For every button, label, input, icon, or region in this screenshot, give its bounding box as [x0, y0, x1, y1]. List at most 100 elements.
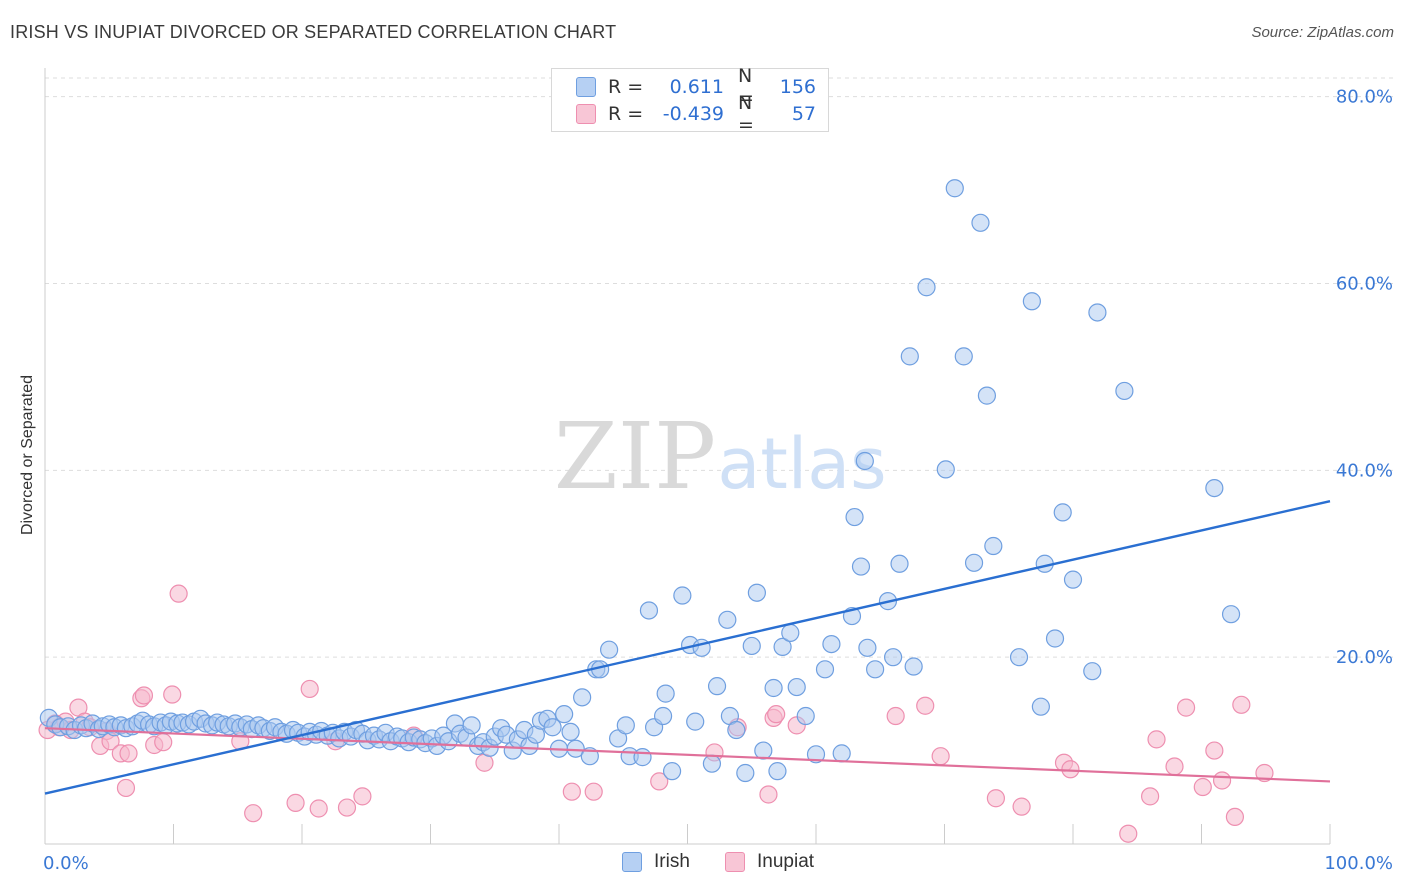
watermark-zip: ZIP — [554, 403, 716, 510]
inupiat-point — [134, 686, 154, 705]
inupiat-point — [309, 799, 328, 818]
irish-point — [742, 636, 761, 656]
irish-point — [600, 640, 619, 659]
inupiat-point — [1232, 695, 1251, 714]
y-tick-label: 20.0% — [1336, 647, 1393, 668]
inupiat-point — [1225, 807, 1245, 827]
inupiat-point — [1061, 760, 1080, 779]
stats-legend: R = 0.611 N = 156 R = -0.439 N = 57 — [551, 65, 829, 136]
irish-point — [662, 762, 682, 781]
inupiat-point — [886, 706, 905, 726]
irish-point — [855, 451, 874, 471]
inupiat-point — [1012, 797, 1031, 816]
x-tick-label: 0.0% — [43, 853, 89, 874]
inupiat-point — [1212, 771, 1232, 790]
irish-point — [718, 610, 737, 629]
legend-item-irish: Irish — [622, 851, 690, 873]
irish-point — [851, 557, 871, 576]
irish-point — [806, 745, 826, 764]
irish-point — [702, 754, 722, 773]
n-value-inupiat: 57 — [791, 103, 816, 125]
irish-point — [1009, 648, 1029, 667]
inupiat-point — [286, 793, 305, 812]
inupiat-point — [244, 804, 263, 823]
irish-point — [866, 660, 885, 679]
irish-point — [796, 706, 815, 726]
irish-point — [964, 553, 984, 572]
n-value-irish: 156 — [779, 76, 816, 98]
irish-point — [555, 705, 574, 724]
irish-trend-line — [44, 499, 1331, 795]
irish-point — [900, 347, 919, 366]
irish-point — [656, 684, 675, 703]
irish-point — [639, 601, 659, 620]
trend-lines — [44, 499, 1331, 795]
irish-point — [883, 648, 903, 667]
inupiat-point — [1255, 763, 1274, 783]
irish-points — [39, 179, 1241, 783]
irish-point — [945, 179, 964, 198]
irish-point — [1063, 570, 1083, 589]
y-tick-label: 40.0% — [1336, 460, 1393, 481]
inupiat-point — [759, 785, 778, 804]
irish-point — [1088, 303, 1107, 322]
irish-point — [736, 763, 755, 783]
irish-point — [1053, 503, 1072, 522]
irish-point — [890, 554, 909, 573]
chart-title: IRISH VS INUPIAT DIVORCED OR SEPARATED C… — [10, 22, 617, 42]
inupiat-swatch — [576, 104, 596, 124]
irish-point — [1045, 629, 1065, 648]
irish-point — [561, 722, 580, 742]
inupiat-legend-swatch — [725, 852, 745, 872]
irish-point — [764, 678, 783, 698]
irish-point — [936, 460, 955, 479]
n-label: N = — [738, 65, 754, 109]
irish-point — [904, 657, 923, 676]
irish-point — [1083, 662, 1102, 681]
irish-point — [707, 677, 727, 696]
y-tick-label: 60.0% — [1336, 274, 1393, 295]
irish-point — [917, 278, 936, 297]
r-value-irish: 0.611 — [669, 76, 724, 98]
irish-point — [673, 586, 692, 605]
irish-point — [747, 583, 766, 602]
irish-point — [686, 712, 705, 731]
irish-point — [1031, 697, 1050, 716]
irish-point — [815, 660, 835, 679]
irish-point — [1205, 478, 1224, 498]
inupiat-point — [986, 789, 1006, 808]
irish-point — [822, 634, 841, 654]
inupiat-point — [1193, 777, 1212, 797]
irish-point — [768, 762, 787, 781]
source-label: Source: ZipAtlas.com — [1251, 24, 1394, 41]
inupiat-point — [353, 787, 372, 806]
irish-point — [781, 623, 800, 642]
inupiat-point — [1205, 741, 1224, 760]
inupiat-point — [1119, 824, 1138, 843]
inupiat-point — [119, 744, 138, 763]
irish-point — [633, 748, 652, 767]
inupiat-point — [1176, 698, 1196, 717]
irish-point — [971, 213, 990, 232]
irish-legend-swatch — [622, 852, 642, 872]
irish-point — [616, 716, 635, 735]
r-label: R = — [608, 103, 644, 125]
irish-point — [984, 536, 1003, 556]
inupiat-point — [584, 782, 603, 801]
irish-point — [845, 507, 864, 527]
inupiat-point — [916, 696, 935, 715]
irish-point — [773, 637, 792, 656]
r-value-inupiat: -0.439 — [662, 103, 724, 125]
inupiat-point — [169, 584, 188, 603]
inupiat-point — [767, 705, 786, 724]
watermark: ZIP atlas — [554, 403, 887, 510]
legend-row-inupiat: R = -0.439 N = 57 — [576, 92, 816, 136]
irish-swatch — [576, 77, 596, 97]
irish-point — [543, 718, 562, 737]
irish-point — [573, 688, 592, 707]
irish-point — [787, 677, 806, 697]
inupiat-point — [154, 733, 173, 752]
y-tick-label: 80.0% — [1336, 87, 1393, 108]
irish-point — [858, 638, 877, 657]
inupiat-point — [1140, 787, 1160, 806]
